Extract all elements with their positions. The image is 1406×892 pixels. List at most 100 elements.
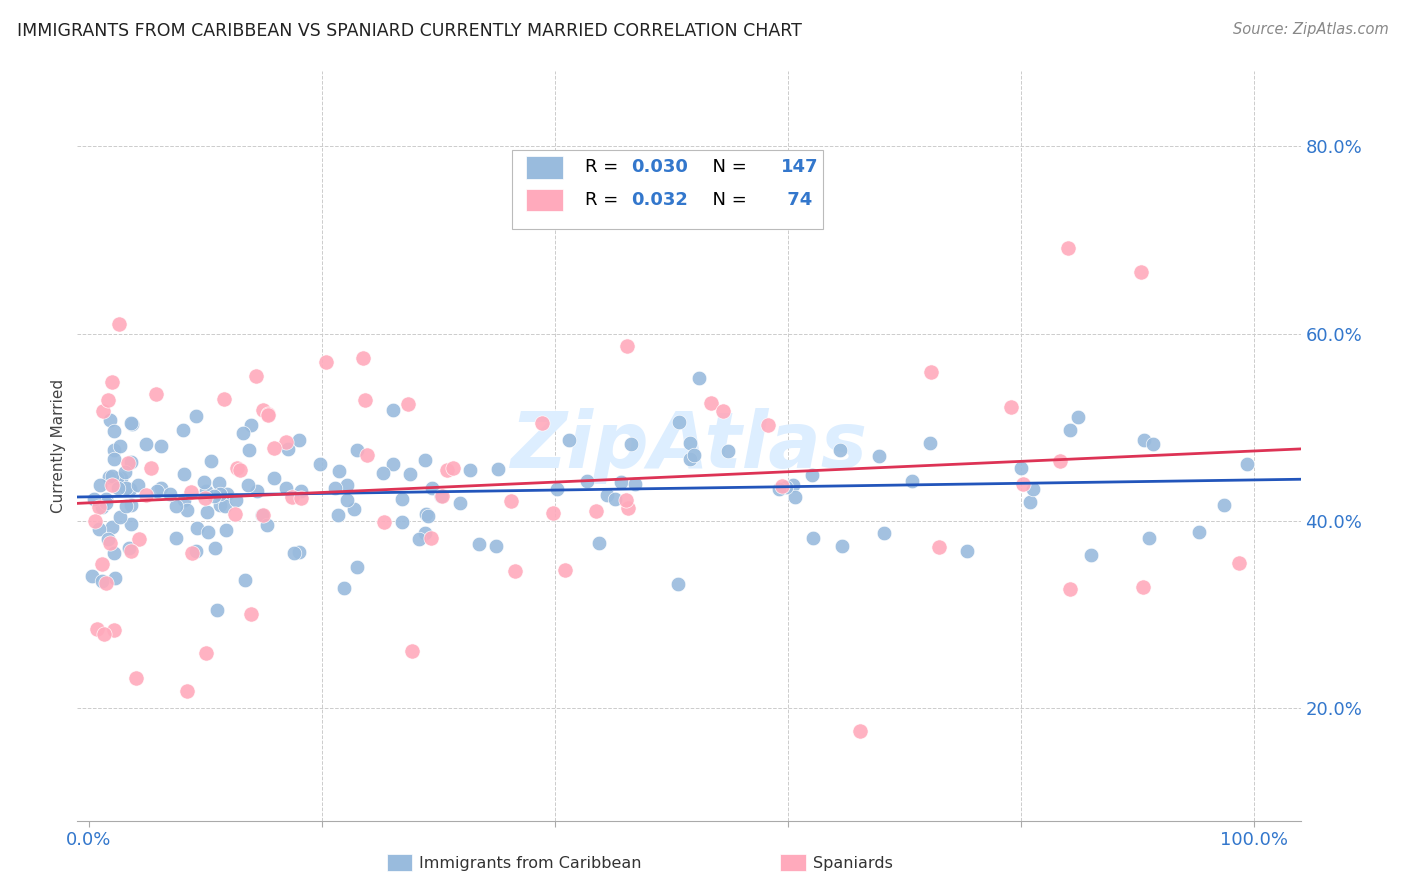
- Point: [202, 489, 225, 503]
- Point: [101, 468, 124, 483]
- Point: [575, 475, 598, 489]
- Point: [120, 543, 142, 558]
- Point: [239, 607, 262, 621]
- Point: [281, 491, 304, 505]
- Point: [114, 465, 136, 479]
- Point: [93, 404, 115, 418]
- Point: [399, 467, 422, 481]
- Point: [101, 478, 124, 492]
- Point: [165, 499, 187, 513]
- Point: [114, 499, 136, 513]
- Point: [98, 412, 121, 426]
- Point: [408, 532, 430, 546]
- Text: R =: R =: [585, 158, 624, 177]
- Point: [503, 564, 526, 578]
- Point: [485, 539, 508, 553]
- Point: [1137, 531, 1160, 545]
- Point: [356, 448, 378, 462]
- Point: [226, 460, 249, 475]
- Point: [918, 435, 941, 450]
- Point: [1049, 454, 1071, 468]
- Point: [173, 492, 195, 507]
- Point: [668, 415, 690, 429]
- Point: [1022, 483, 1045, 497]
- Point: [184, 409, 207, 423]
- Point: [256, 518, 278, 533]
- Point: [105, 471, 128, 485]
- Point: [107, 318, 129, 332]
- Point: [176, 683, 198, 698]
- Point: [499, 493, 522, 508]
- Point: [432, 489, 454, 503]
- Point: [135, 488, 157, 502]
- Point: [541, 506, 564, 520]
- Point: [103, 624, 125, 638]
- Point: [315, 354, 337, 368]
- Point: [263, 471, 285, 485]
- Text: ZipAtlas: ZipAtlas: [510, 408, 868, 484]
- Point: [91, 500, 114, 514]
- Point: [381, 402, 404, 417]
- Point: [290, 484, 312, 499]
- Point: [831, 539, 853, 553]
- Point: [785, 490, 807, 504]
- Point: [1213, 498, 1236, 512]
- Point: [94, 576, 117, 591]
- Point: [235, 573, 257, 587]
- Point: [436, 463, 458, 477]
- Text: N =: N =: [702, 191, 752, 210]
- Point: [700, 396, 723, 410]
- Point: [332, 581, 354, 595]
- Point: [193, 475, 215, 490]
- Point: [128, 532, 150, 546]
- Point: [145, 387, 167, 401]
- Point: [98, 535, 121, 549]
- Point: [688, 370, 710, 384]
- Point: [94, 496, 117, 510]
- Point: [717, 444, 740, 458]
- FancyBboxPatch shape: [526, 156, 562, 178]
- Point: [1011, 477, 1033, 491]
- Point: [288, 433, 311, 447]
- Point: [225, 492, 247, 507]
- Point: [530, 417, 553, 431]
- Point: [711, 404, 734, 418]
- Point: [97, 532, 120, 546]
- Text: 74: 74: [780, 191, 811, 210]
- Point: [125, 672, 148, 686]
- Point: [1142, 437, 1164, 451]
- Point: [149, 481, 172, 495]
- Point: [139, 461, 162, 475]
- Point: [207, 603, 229, 617]
- Point: [413, 453, 436, 467]
- Point: [208, 498, 231, 512]
- Point: [83, 491, 105, 506]
- Point: [614, 493, 637, 508]
- Point: [194, 483, 217, 498]
- Point: [101, 519, 124, 533]
- Point: [118, 541, 141, 556]
- Point: [558, 433, 581, 447]
- Point: [197, 524, 219, 539]
- Point: [1057, 241, 1080, 255]
- Point: [1129, 265, 1152, 279]
- Point: [328, 464, 350, 478]
- Point: [830, 442, 852, 457]
- Point: [956, 543, 979, 558]
- Point: [1236, 457, 1258, 471]
- Point: [176, 503, 198, 517]
- Point: [214, 499, 236, 513]
- Point: [256, 408, 278, 422]
- Point: [679, 451, 702, 466]
- Point: [110, 471, 132, 485]
- Point: [326, 508, 349, 523]
- Point: [277, 442, 299, 456]
- Point: [86, 622, 108, 636]
- Point: [468, 537, 491, 551]
- Point: [770, 479, 793, 493]
- Point: [354, 393, 377, 408]
- Point: [184, 544, 207, 558]
- Point: [609, 475, 631, 490]
- Point: [240, 417, 263, 432]
- Point: [117, 456, 139, 470]
